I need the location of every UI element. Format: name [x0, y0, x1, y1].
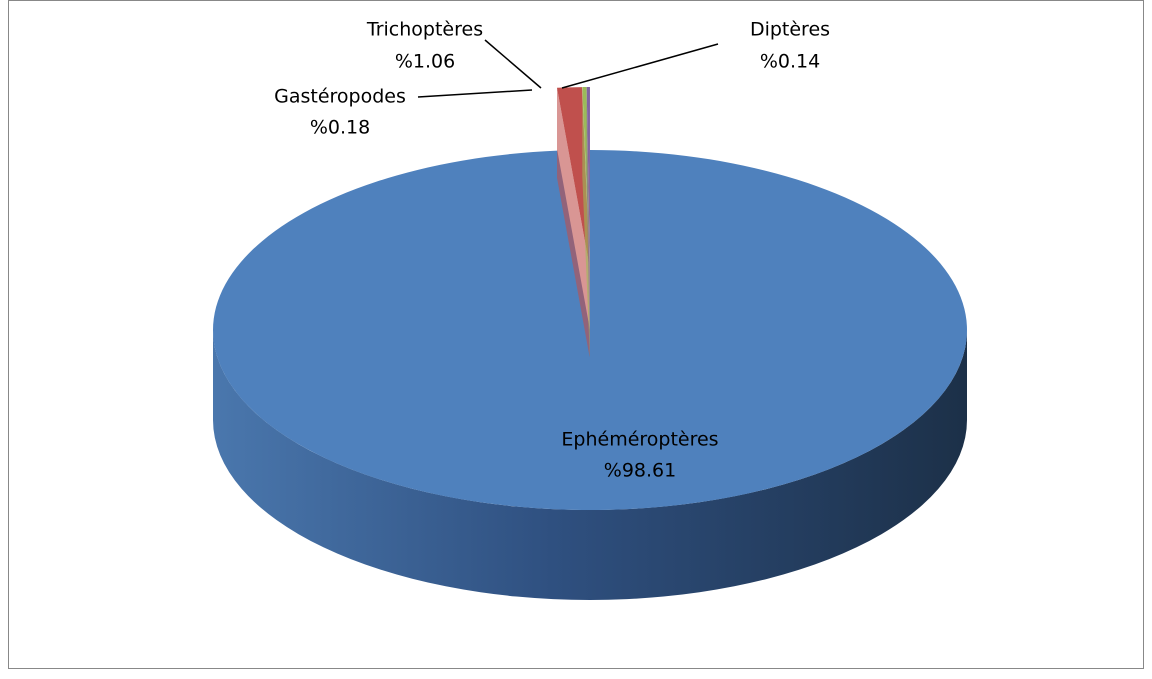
slice-cut [586, 87, 590, 358]
slice [213, 150, 968, 511]
leader-line [561, 43, 719, 89]
slice-label: Trichoptères [366, 19, 483, 41]
slice-cut [556, 87, 590, 358]
slice [586, 87, 590, 268]
slice-value-label: %1.06 [395, 51, 455, 73]
slice-cut [582, 87, 590, 358]
slice-label: Gastéropodes [274, 86, 406, 108]
slice-side [213, 330, 967, 600]
leader-line [484, 39, 542, 89]
slice-value-label: %98.61 [604, 460, 676, 482]
slice-value-label: %0.14 [760, 51, 820, 73]
slice [556, 87, 590, 268]
slice-label: Diptères [750, 19, 830, 41]
leader-line [417, 89, 533, 98]
slice-value-label: %0.18 [310, 117, 370, 139]
slice-label: Ephéméroptères [561, 429, 718, 451]
slices [213, 87, 968, 600]
